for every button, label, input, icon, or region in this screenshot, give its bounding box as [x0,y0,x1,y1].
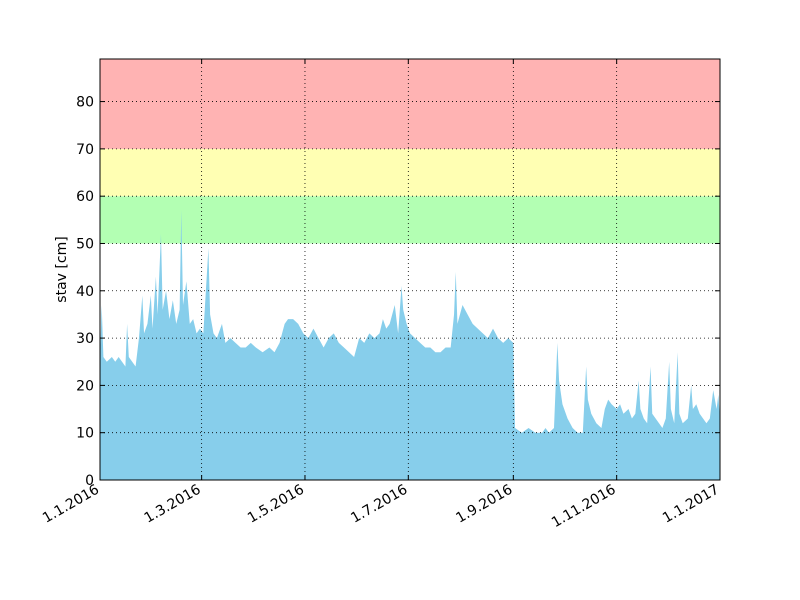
y-tick-label: 50 [76,236,94,252]
plot-frame [99,58,721,481]
area-series [100,210,720,480]
area-series-fill [100,210,720,480]
y-tick-label: 60 [76,189,94,205]
y-tick-label: 10 [76,426,94,442]
x-tick-label: 1.1.2016 [40,482,102,527]
x-tick-label: 1.9.2016 [453,482,515,527]
y-tick-label: 0 [85,473,94,489]
y-axis-title: stav [cm] [54,236,70,302]
x-tick-label: 1.5.2016 [245,482,307,527]
x-tick-label: 1.3.2016 [142,482,204,527]
y-tick-label: 40 [76,284,94,300]
grid-lines [100,59,720,480]
x-tick-label: 1.11.2016 [549,482,619,532]
x-tick-label: 1.7.2016 [348,482,410,527]
y-tick-label: 70 [76,142,94,158]
threshold-band [100,196,720,244]
threshold-bands [100,59,720,244]
y-tick-label: 80 [76,95,94,111]
threshold-band [100,148,720,197]
y-tick-label: 20 [76,378,94,394]
threshold-band [100,59,720,149]
y-axis: 0 10 20 30 40 50 60 70 80 [76,95,720,489]
x-tick-label: 1.1.2017 [660,482,722,527]
y-tick-label: 30 [76,331,94,347]
